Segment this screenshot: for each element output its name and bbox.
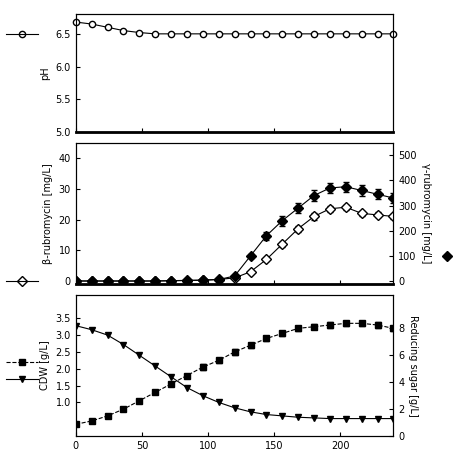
Y-axis label: β-rubromycin [mg/L]: β-rubromycin [mg/L]: [43, 163, 53, 264]
Y-axis label: CDW [g/L]: CDW [g/L]: [40, 340, 50, 390]
Y-axis label: Reducing sugar [g/L]: Reducing sugar [g/L]: [409, 315, 419, 416]
Y-axis label: γ-rubromycin [mg/L]: γ-rubromycin [mg/L]: [420, 163, 431, 264]
Y-axis label: pH: pH: [40, 66, 50, 80]
